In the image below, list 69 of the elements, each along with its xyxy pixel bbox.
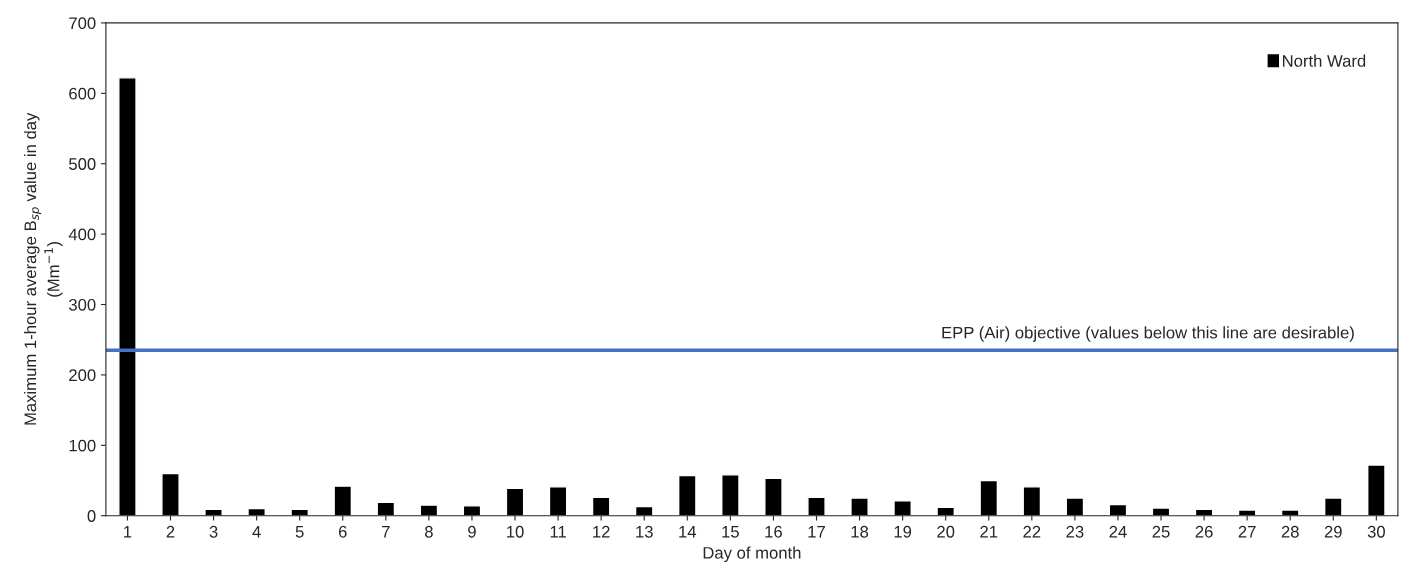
- bar: [936, 506, 955, 516]
- bar: [1323, 497, 1343, 516]
- x-tick-label: 19: [894, 525, 912, 538]
- bar: [721, 474, 740, 516]
- bar: [591, 496, 611, 516]
- x-tick-label: 30: [1367, 525, 1385, 538]
- x-tick-label: 23: [1066, 525, 1084, 538]
- x-tick-label: 28: [1281, 525, 1299, 538]
- bar: [677, 474, 697, 516]
- x-tick-label: 14: [679, 526, 697, 538]
- x-tick-label: 1: [124, 526, 132, 538]
- bar: [807, 496, 826, 516]
- y-tick-label: 500: [69, 158, 96, 170]
- y-tick-label: 700: [69, 17, 96, 30]
- x-tick-label: 22: [1023, 525, 1041, 538]
- bar: [1065, 497, 1085, 516]
- bar: [1280, 509, 1300, 516]
- x-axis-title: Day of month: [703, 546, 801, 563]
- x-tick-label: 26: [1195, 525, 1213, 538]
- x-tick-label: 27: [1238, 525, 1256, 538]
- text: Maximum 1-hour average B$_{sp}$ value in day (Mm$^{−1}$): [23, 112, 63, 425]
- x-tick-label: 29: [1324, 525, 1342, 538]
- bar: [376, 501, 396, 516]
- x-tick-label: 6: [338, 525, 347, 538]
- x-tick-label: 9: [468, 525, 476, 538]
- y-tick-label: 600: [69, 87, 96, 100]
- bar: [1108, 503, 1128, 516]
- bar: [764, 477, 783, 516]
- x-tick-label: 8: [424, 525, 433, 538]
- x-tick-label: 3: [209, 525, 218, 538]
- x-tick-label: 18: [851, 525, 869, 538]
- y-tick-label: 100: [69, 439, 96, 452]
- x-tick-label: 12: [593, 525, 610, 538]
- bar: [548, 486, 568, 516]
- bar: [118, 77, 137, 516]
- bar: [634, 505, 654, 516]
- x-tick-label: 7: [382, 526, 390, 538]
- x-tick-label: 17: [808, 526, 825, 538]
- bar: [333, 485, 353, 516]
- x-tick-label: 5: [295, 526, 304, 538]
- bar: [419, 504, 439, 516]
- y-tick-label: 300: [69, 298, 96, 311]
- x-tick-label: 11: [550, 526, 566, 538]
- bar: [161, 472, 180, 516]
- ref-line-label: EPP (Air) objective (values below this line are desirable): [942, 326, 1354, 342]
- x-tick-label: 15: [722, 526, 739, 538]
- bar: [462, 505, 482, 516]
- bar: [979, 479, 999, 516]
- legend-label: North Ward: [1283, 54, 1366, 67]
- bar: [850, 497, 869, 516]
- bar: [1237, 509, 1257, 516]
- x-tick-label: 21: [980, 525, 998, 538]
- x-tick-label: 20: [937, 525, 955, 538]
- y-tick-label: 200: [69, 369, 96, 382]
- x-tick-label: 16: [765, 525, 782, 538]
- y-tick-label: 400: [68, 228, 96, 241]
- x-tick-label: 13: [636, 525, 653, 538]
- x-tick-label: 2: [166, 525, 175, 538]
- bar: [247, 507, 266, 516]
- bar: [1367, 464, 1386, 516]
- x-tick-label: 25: [1152, 525, 1170, 538]
- bar: [1151, 507, 1171, 516]
- y-tick-label: 0: [87, 510, 96, 522]
- x-tick-label: 10: [507, 525, 524, 538]
- bar: [505, 487, 525, 516]
- bar: [893, 500, 912, 516]
- bar: [1022, 486, 1042, 516]
- x-tick-label: 24: [1109, 525, 1127, 538]
- x-tick-label: 4: [252, 526, 261, 538]
